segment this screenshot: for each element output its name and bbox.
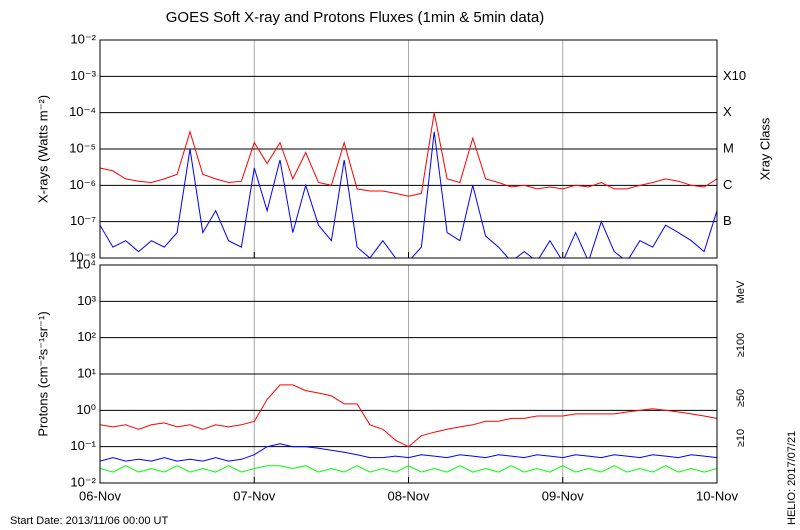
- y-tick-label: 10⁻¹: [70, 438, 96, 453]
- y-tick-label: 10⁻⁶: [69, 177, 96, 192]
- class-label: X10: [723, 68, 746, 83]
- legend-entry: ≥10: [735, 429, 747, 447]
- plot-frame: [99, 39, 718, 259]
- chart-title: GOES Soft X-ray and Protons Fluxes (1min…: [166, 9, 545, 26]
- y2-axis-label: Xray Class: [757, 117, 772, 180]
- x-tick-label: 10-Nov: [696, 488, 738, 503]
- class-label: B: [723, 213, 732, 228]
- y-axis-label: Protons (cm⁻²s⁻¹sr⁻¹): [35, 311, 50, 436]
- legend-title: MeV: [735, 280, 747, 303]
- class-label: C: [723, 177, 732, 192]
- class-label: M: [723, 140, 734, 155]
- legend-entry: ≥100: [735, 333, 747, 357]
- y-tick-label: 10⁻⁷: [70, 213, 96, 228]
- x-tick-label: 06-Nov: [79, 488, 121, 503]
- plot-frame: [99, 264, 718, 484]
- y-tick-label: 10⁻⁴: [69, 104, 96, 119]
- y-tick-label: 10³: [77, 293, 96, 308]
- y-tick-label: 10⁻⁸: [69, 249, 96, 264]
- class-label: X: [723, 104, 732, 119]
- start-date: Start Date: 2013/11/06 00:00 UT: [10, 515, 168, 527]
- series-line: [100, 112, 717, 197]
- y-tick-label: 10⁴: [76, 256, 96, 271]
- x-tick-label: 07-Nov: [233, 488, 275, 503]
- y-tick-label: 10⁻³: [70, 68, 96, 83]
- y-tick-label: 10⁻⁵: [69, 140, 96, 155]
- x-tick-label: 09-Nov: [542, 488, 584, 503]
- credit: HELIO: 2017/07/21: [786, 431, 798, 525]
- series-line: [100, 384, 717, 448]
- y-tick-label: 10⁻²: [70, 474, 96, 489]
- x-tick-label: 08-Nov: [388, 488, 430, 503]
- series-line: [100, 443, 717, 462]
- series-line: [100, 131, 717, 258]
- y-tick-label: 10²: [77, 329, 96, 344]
- y-axis-label: X-rays (Watts m⁻²): [35, 95, 50, 203]
- series-line: [100, 465, 717, 473]
- y-tick-label: 10⁻²: [70, 31, 96, 46]
- y-tick-label: 10⁰: [76, 402, 96, 417]
- y-tick-label: 10¹: [77, 365, 96, 380]
- legend-entry: ≥50: [735, 389, 747, 407]
